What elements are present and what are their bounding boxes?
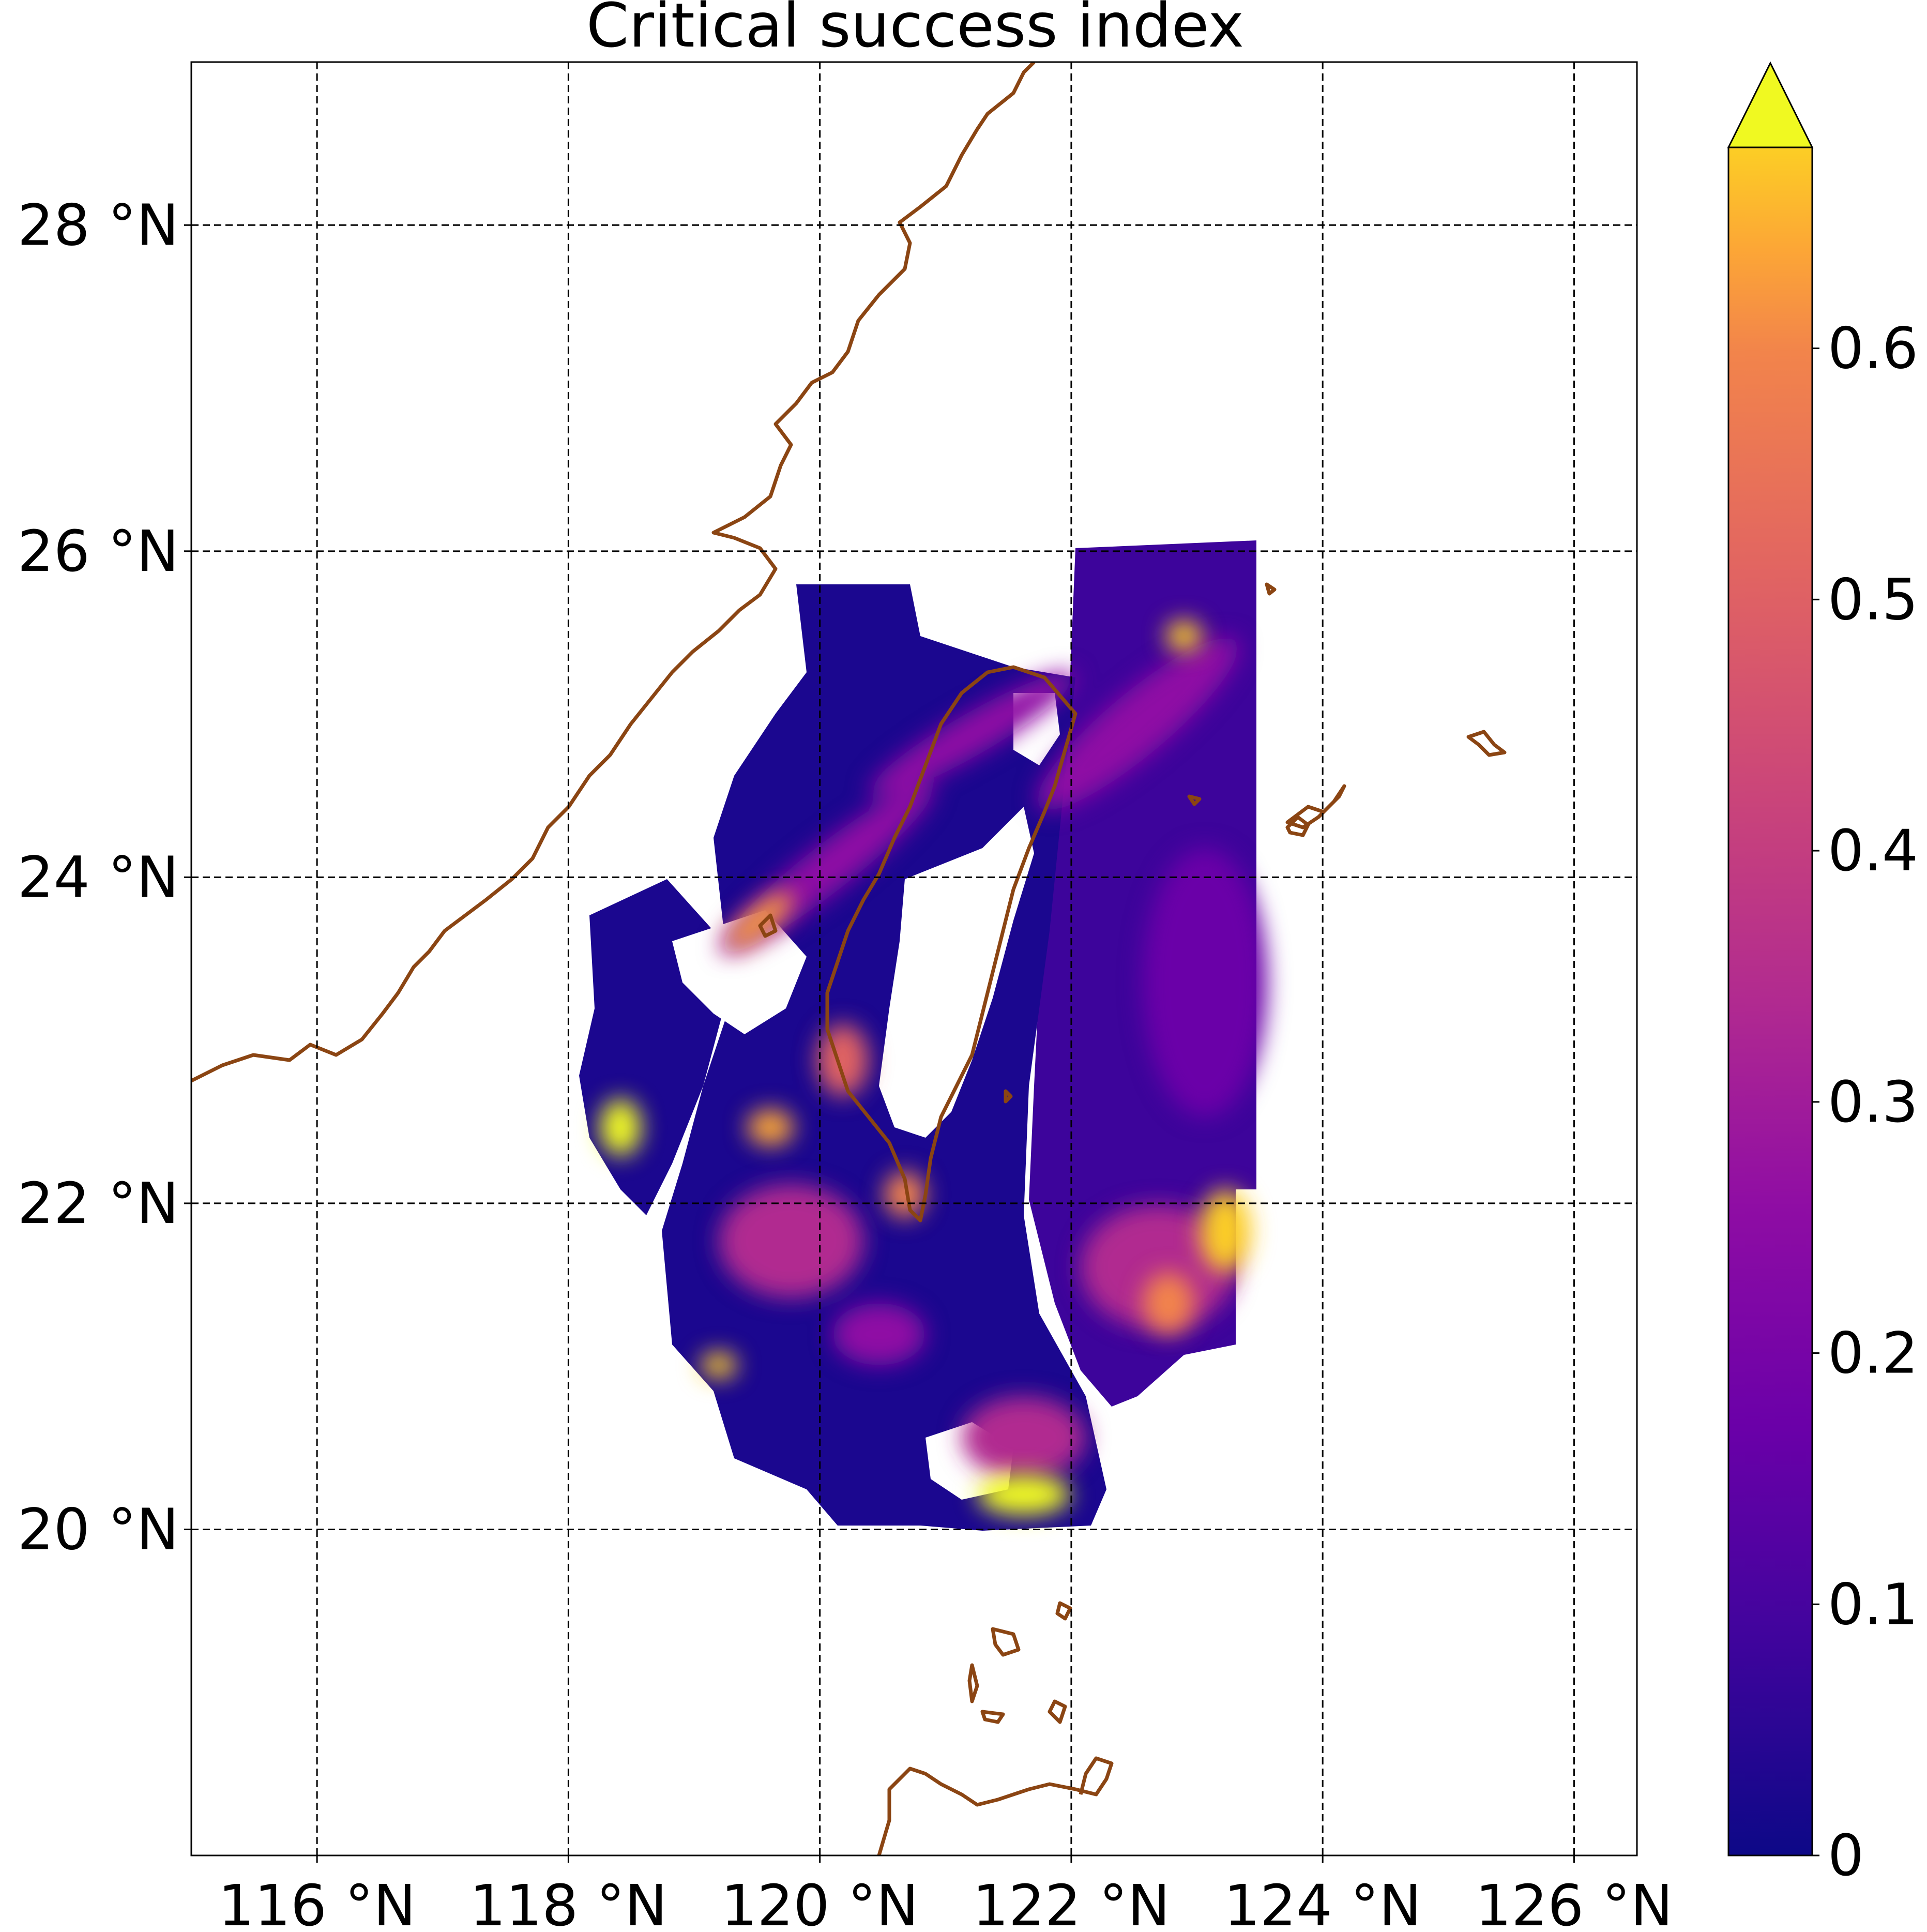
csi-gap-central — [879, 807, 1034, 1138]
x-tick-label-5: 126 °N — [1475, 1873, 1673, 1932]
map-axes-frame — [190, 61, 1638, 1856]
x-tick-label-1: 118 °N — [469, 1873, 667, 1932]
csi-patch-s — [832, 1303, 925, 1365]
y-tick-labels: 28 °N 26 °N 24 °N 22 °N 20 °N — [18, 192, 191, 1562]
y-tick-label-4: 20 °N — [18, 1496, 179, 1562]
csi-field — [579, 540, 1267, 1531]
csi-patch-sse — [1081, 1205, 1236, 1329]
csi-hotspot-6 — [701, 1352, 737, 1378]
y-tick-label-0: 28 °N — [18, 192, 179, 258]
csi-hotspot-10 — [884, 1171, 925, 1218]
island-babuyan-3 — [1048, 1699, 1067, 1724]
island-babuyan-4 — [980, 1710, 1005, 1724]
y-tick-label-2: 24 °N — [18, 844, 179, 910]
colorbar-tick-label-1: 0.1 — [1828, 1571, 1918, 1637]
csi-patch-sc — [962, 1396, 1086, 1479]
csi-hotspot-7 — [817, 1024, 869, 1096]
chart-title: Critical success index — [586, 0, 1244, 61]
island-yaeyama-2 — [1285, 815, 1310, 837]
colorbar-tick-labels: 0 0.1 0.2 0.3 0.4 0.5 0.6 — [1812, 315, 1918, 1889]
x-tick-label-3: 122 °N — [973, 1873, 1170, 1932]
island-babuyan-1 — [991, 1627, 1021, 1657]
colorbar-tick-label-2: 0.2 — [1828, 1320, 1918, 1386]
coastline-luzon — [877, 1756, 1114, 1855]
csi-patch-east — [1143, 848, 1267, 1117]
island-babuyan-2 — [967, 1663, 979, 1703]
island-batan — [1055, 1601, 1072, 1621]
colorbar-extend-arrow — [1727, 61, 1814, 148]
island-yonaguni — [1187, 794, 1202, 806]
colorbar-tick-label-3: 0.3 — [1828, 1069, 1918, 1135]
csi-band-ne — [1036, 637, 1239, 811]
colorbar-tick-label-0: 0 — [1828, 1822, 1864, 1889]
y-tick-label-1: 26 °N — [18, 518, 179, 584]
csi-band-north — [868, 672, 1076, 797]
x-tick-label-2: 120 °N — [721, 1873, 919, 1932]
colorbar-tick-label-4: 0.4 — [1828, 818, 1918, 884]
island-senkaku — [1265, 582, 1277, 596]
csi-hotspot-1 — [977, 1474, 1070, 1515]
x-tick-label-0: 116 °N — [218, 1873, 416, 1932]
colorbar-tick-label-6: 0.6 — [1828, 315, 1918, 382]
csi-gap-strait — [672, 910, 807, 1034]
csi-patch-sw — [719, 1184, 863, 1298]
colorbar-tick-label-5: 0.5 — [1828, 566, 1918, 632]
island-miyako — [1466, 730, 1507, 757]
island-orchid — [1004, 1089, 1013, 1104]
csi-hotspot-4 — [727, 892, 793, 949]
colorbar: 0 0.1 0.2 0.3 0.4 0.5 0.6 — [1727, 61, 1918, 1889]
x-tick-labels: 116 °N 118 °N 120 °N 122 °N 124 °N 126 °N — [218, 1855, 1673, 1932]
colorbar-gradient — [1728, 147, 1812, 1855]
csi-hotspot-8 — [1143, 1272, 1194, 1334]
csi-hotspot-2 — [600, 1099, 641, 1156]
colorbar-frame — [1727, 146, 1813, 1856]
csi-hotspot-9 — [747, 1109, 794, 1145]
x-tick-label-4: 124 °N — [1224, 1873, 1421, 1932]
coastline-mainland-china — [191, 62, 1036, 1083]
coastline-taiwan — [825, 665, 1078, 1222]
island-penghu — [758, 913, 778, 938]
y-tick-label-3: 22 °N — [18, 1170, 179, 1236]
csi-hotspot-3 — [1200, 1189, 1251, 1272]
gridlines — [191, 62, 1637, 1855]
csi-hotspot-5 — [1166, 621, 1202, 652]
coastlines — [191, 62, 1507, 1855]
